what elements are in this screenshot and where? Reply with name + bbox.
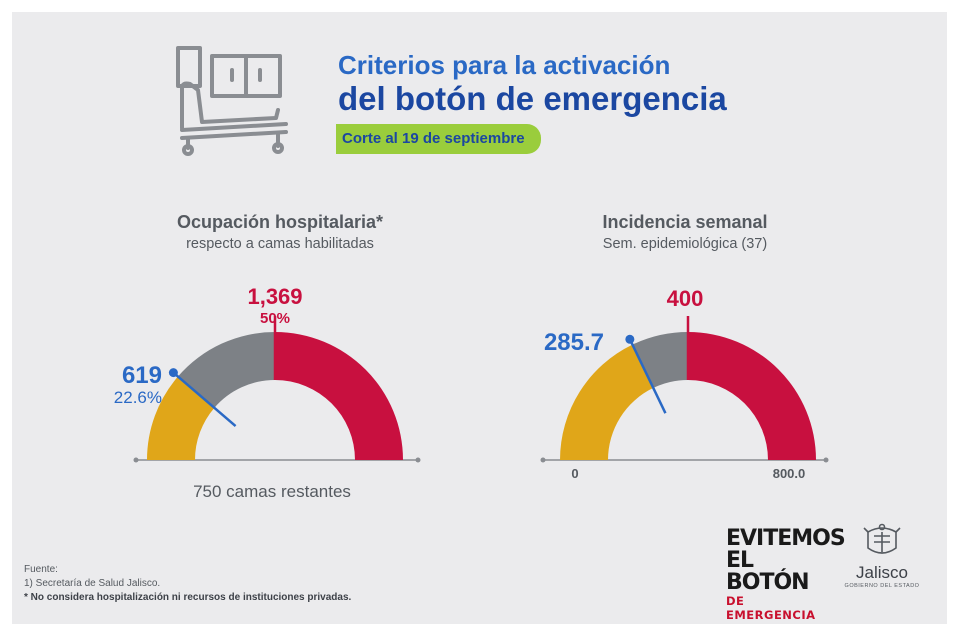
- gauge-1-current-label: 619: [122, 362, 162, 389]
- evitemos-logo: EVITEMOS EL BOTÓN DE EMERGENCIA: [726, 526, 846, 623]
- gauge-2-current-dot: [625, 334, 635, 344]
- gauge-1-current-marker: [172, 371, 237, 428]
- evitemos-line-1: EVITEMOS: [726, 526, 846, 551]
- date-badge: Corte al 19 de septiembre: [336, 124, 541, 154]
- gauge-2-min-label: 0: [571, 466, 578, 481]
- gauge-2-axis-left-dot: [540, 457, 546, 463]
- title-line-1: Criterios para la activación: [338, 50, 671, 80]
- gauge-2-current-marker: [628, 338, 667, 414]
- evitemos-line-3: DE EMERGENCIA: [726, 594, 816, 622]
- gauge-1-axis-left-dot: [133, 457, 139, 463]
- gauge-1-threshold-percent: 50%: [260, 310, 290, 327]
- gauge-2-segment-3: [688, 332, 816, 460]
- evitemos-line-2: EL BOTÓN: [726, 548, 810, 595]
- infographic-card: [12, 12, 947, 624]
- gauge-1-subtitle: respecto a camas habilitadas: [186, 236, 374, 252]
- gauge-2-current-label: 285.7: [544, 329, 604, 356]
- gauge-2-title: Incidencia semanal: [602, 212, 768, 232]
- gauge-1-axis-right-dot: [415, 457, 421, 463]
- gauge-2-segment-1: [560, 344, 654, 460]
- gauge-1-footer: 750 camas restantes: [193, 482, 351, 501]
- gauge-1-segment-2: [177, 332, 275, 408]
- sources-label: Fuente:: [24, 564, 58, 575]
- gauge-2-axis-right-dot: [823, 457, 829, 463]
- jalisco-name: Jalisco: [856, 563, 908, 582]
- sources-line-2: * No considera hospitalización ni recurs…: [24, 592, 352, 603]
- gauge-2-threshold-label: 400: [667, 286, 704, 311]
- gauge-2-segment-2: [632, 332, 688, 388]
- gauge-2-max-label: 800.0: [773, 466, 806, 481]
- gauge-1-current-percent: 22.6%: [114, 388, 162, 407]
- gauge-1-threshold-label: 1,369: [247, 284, 302, 309]
- jalisco-crest-icon: [863, 523, 901, 554]
- gauge-1-segment-3: [275, 332, 403, 460]
- gauge-2-subtitle: Sem. epidemiológica (37): [602, 236, 768, 252]
- gauge-1-title: Ocupación hospitalaria*: [176, 212, 384, 232]
- jalisco-gov: GOBIERNO DEL ESTADO: [844, 583, 920, 589]
- gauge-1-segment-1: [147, 376, 215, 460]
- hospital-bed-icon: [176, 46, 288, 156]
- jalisco-logo: Jalisco GOBIERNO DEL ESTADO: [842, 522, 922, 589]
- title-line-2: del botón de emergencia: [338, 80, 727, 117]
- gauge-1-current-dot: [168, 368, 178, 378]
- sources-line-1: 1) Secretaría de Salud Jalisco.: [24, 578, 161, 589]
- sources: Fuente: 1) Secretaría de Salud Jalisco. …: [24, 563, 351, 605]
